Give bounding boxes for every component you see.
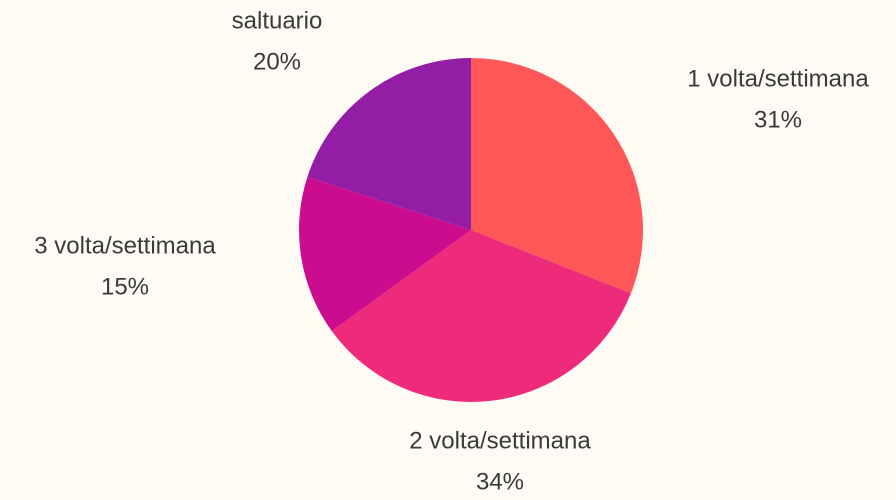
- slice-label: 1 volta/settimana: [687, 65, 869, 92]
- slice-label: 2 volta/settimana: [409, 427, 591, 454]
- pie-slice: [298, 176, 471, 332]
- pie-slice: [307, 58, 471, 230]
- pie-slice: [471, 58, 643, 294]
- slice-value-label: 15%: [101, 273, 149, 300]
- slice-value-label: 20%: [253, 48, 301, 75]
- slice-label: saltuario: [232, 7, 323, 34]
- slice-value-label: 31%: [754, 106, 802, 133]
- pie-slice: [331, 230, 631, 402]
- slice-label: 3 volta/settimana: [34, 232, 216, 259]
- slice-value-label: 34%: [476, 468, 524, 495]
